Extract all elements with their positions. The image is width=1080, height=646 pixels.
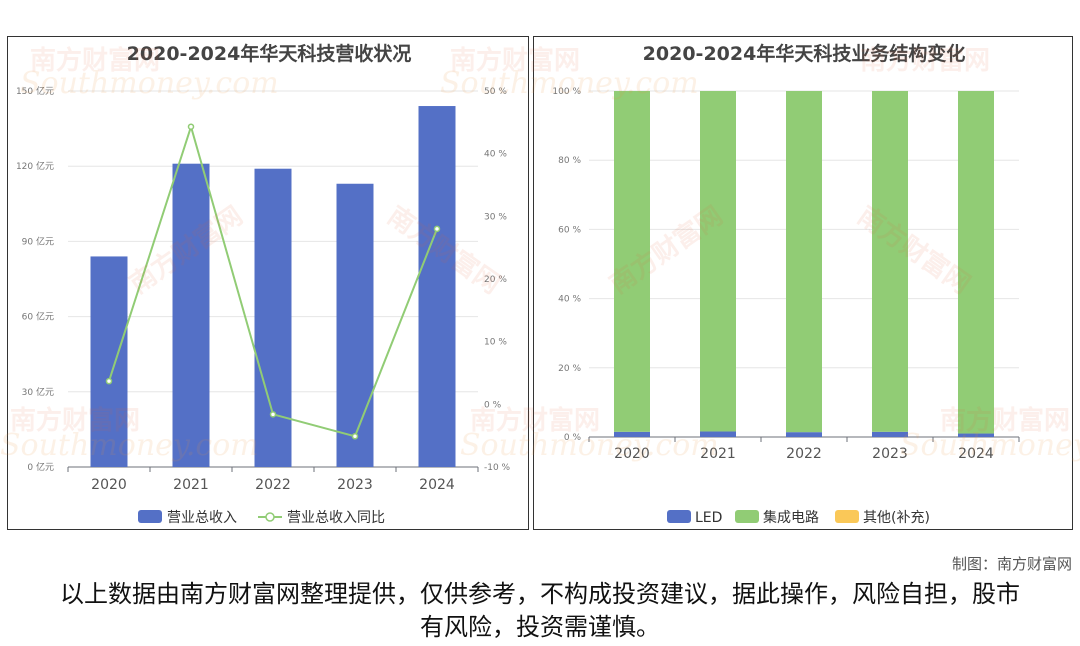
x-axis-tick-label: 2021 xyxy=(700,446,736,462)
credit-text: 制图：南方财富网 xyxy=(951,555,1072,573)
x-axis-tick-label: 2021 xyxy=(173,477,209,493)
legend-label-1: 集成电路 xyxy=(763,509,819,526)
x-axis-tick-label: 2024 xyxy=(958,446,994,462)
bar-revenue-2024 xyxy=(418,106,456,467)
bar-segment-0-2023 xyxy=(872,431,908,437)
legend-swatch-1 xyxy=(735,510,759,523)
chart-title: 2020-2024年华天科技营收状况 xyxy=(127,42,412,65)
revenue-chart: 2020-2024年华天科技营收状况 0 亿元 30 亿元 60 亿元 90 亿元 120… xyxy=(16,42,511,526)
y-axis-tick-label: 120 亿元 xyxy=(16,160,54,172)
chart-title: 2020-2024年华天科技业务结构变化 xyxy=(643,42,966,65)
bar-revenue-2020 xyxy=(90,256,128,467)
x-axis-tick-label: 2023 xyxy=(337,477,373,493)
y2-axis-tick-label: 10 % xyxy=(484,338,507,348)
y-axis-tick-label: 40 % xyxy=(558,295,581,305)
legend-label-revenue: 营业总收入 xyxy=(167,510,237,526)
y-axis-tick-label: 30 亿元 xyxy=(22,386,54,398)
revenue-chart-panel: 2020-2024年华天科技营收状况 0 亿元 30 亿元 60 亿元 90 亿元 120… xyxy=(7,36,529,530)
legend-label-2: 其他(补充) xyxy=(863,510,930,526)
structure-chart: 2020-2024年华天科技业务结构变化 0 % 20 % 40 % 60 % 80 % 1… xyxy=(552,42,1020,526)
point-revenue-yoy-2023 xyxy=(351,433,359,440)
y-axis-tick-label: 90 亿元 xyxy=(22,235,54,247)
structure-chart-panel: 2020-2024年华天科技业务结构变化 0 % 20 % 40 % 60 % 80 % 1… xyxy=(533,36,1073,530)
point-revenue-yoy-2021 xyxy=(187,123,195,130)
bar-segment-0-2022 xyxy=(786,432,822,437)
bar-revenue-2022 xyxy=(254,168,292,467)
point-revenue-yoy-2022 xyxy=(269,411,277,418)
bar-segment-0-2020 xyxy=(614,431,650,437)
bar-segment-1-2024 xyxy=(958,91,994,434)
y2-axis-tick-label: 30 % xyxy=(484,212,507,222)
point-revenue-yoy-2024 xyxy=(433,225,441,233)
x-axis-tick-label: 2020 xyxy=(614,446,650,462)
x-axis-tick-label: 2022 xyxy=(786,446,822,462)
y-axis-tick-label: 20 % xyxy=(558,364,581,374)
bar-segment-1-2023 xyxy=(872,91,908,432)
bar-segment-1-2021 xyxy=(700,91,736,432)
y2-axis-tick-label: 50 % xyxy=(484,87,507,97)
x-axis-tick-label: 2024 xyxy=(419,477,455,493)
x-axis-tick-label: 2022 xyxy=(255,477,291,493)
legend-label-0: LED xyxy=(695,510,722,526)
legend-swatch-yoy-marker xyxy=(265,512,275,522)
x-axis-tick-label: 2020 xyxy=(91,477,127,493)
bar-segment-1-2022 xyxy=(786,91,822,433)
y-axis-tick-label: 60 亿元 xyxy=(22,311,54,323)
legend-label-yoy: 营业总收入同比 xyxy=(287,510,385,526)
bar-revenue-2021 xyxy=(172,163,210,467)
bar-segment-0-2024 xyxy=(958,433,994,437)
y2-axis-tick-label: 0 % xyxy=(484,400,502,410)
y-axis-tick-label: 0 亿元 xyxy=(27,461,54,473)
bar-segment-1-2020 xyxy=(614,91,650,432)
y2-axis-tick-label: 20 % xyxy=(484,275,507,285)
y-axis-tick-label: 60 % xyxy=(558,225,581,235)
y2-axis-tick-label: 40 % xyxy=(484,150,507,160)
y2-axis-tick-label: -10 % xyxy=(484,463,511,473)
y-axis-tick-label: 0 % xyxy=(564,433,582,443)
bar-segment-0-2021 xyxy=(700,431,736,437)
disclaimer-text: 以上数据由南方财富网整理提供，仅供参考，不构成投资建议，据此操作，风险自担，股市… xyxy=(60,580,1020,641)
legend-swatch-revenue xyxy=(138,510,162,523)
legend-swatch-0 xyxy=(667,510,691,523)
y-axis-tick-label: 150 亿元 xyxy=(16,85,54,97)
y-axis-tick-label: 80 % xyxy=(558,156,581,166)
y-axis-tick-label: 100 % xyxy=(552,87,581,97)
point-revenue-yoy-2020 xyxy=(105,377,113,385)
x-axis-tick-label: 2023 xyxy=(872,446,908,462)
bar-revenue-2023 xyxy=(336,183,374,467)
legend-swatch-2 xyxy=(835,510,859,523)
